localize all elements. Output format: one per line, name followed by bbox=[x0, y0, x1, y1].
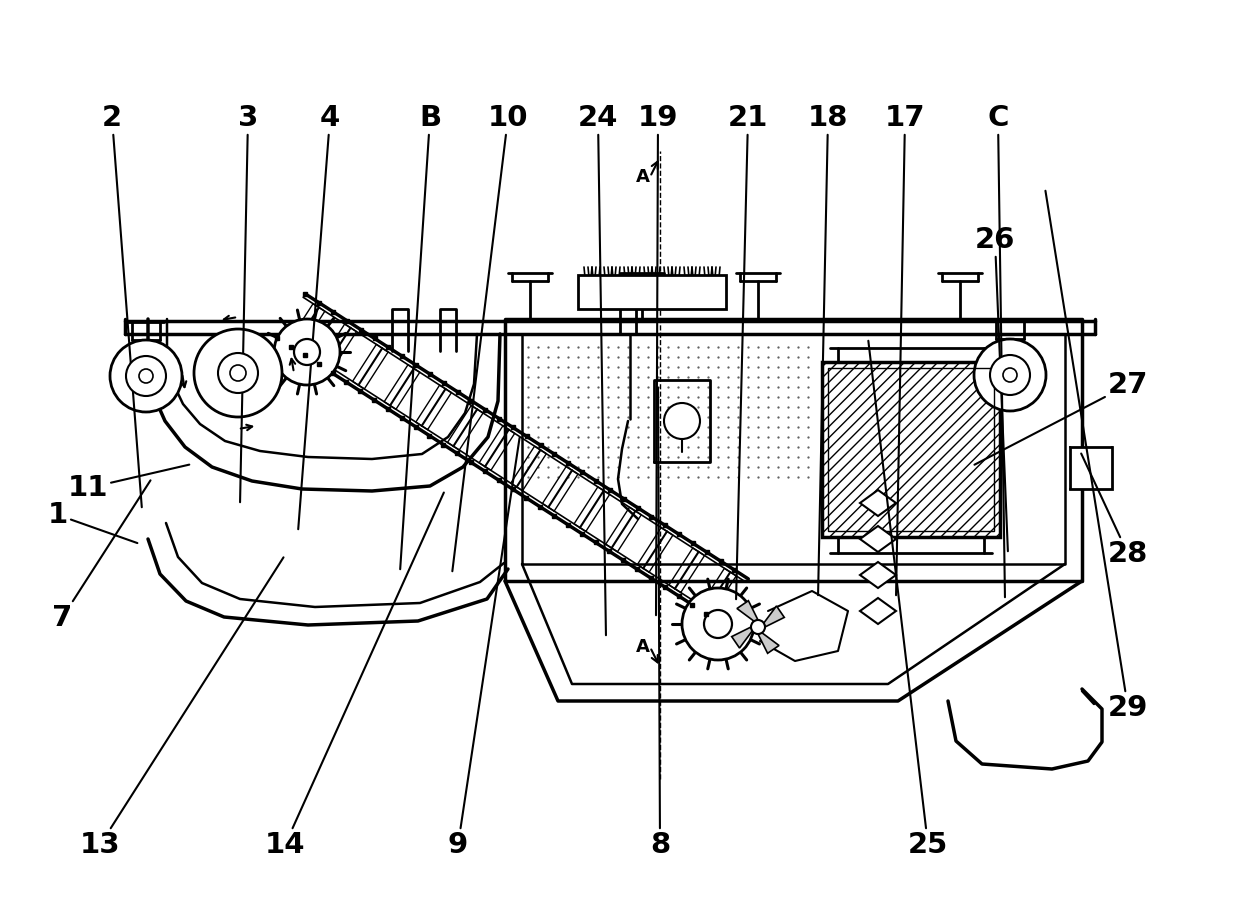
Circle shape bbox=[663, 403, 701, 439]
Circle shape bbox=[990, 355, 1030, 395]
Circle shape bbox=[751, 620, 765, 634]
Circle shape bbox=[973, 339, 1047, 411]
Circle shape bbox=[126, 356, 166, 396]
Polygon shape bbox=[861, 562, 897, 588]
Circle shape bbox=[704, 610, 732, 638]
Text: 26: 26 bbox=[975, 226, 1016, 551]
Bar bbox=[828, 368, 994, 531]
Text: 29: 29 bbox=[1045, 191, 1148, 722]
Text: 25: 25 bbox=[868, 341, 949, 859]
Polygon shape bbox=[861, 490, 897, 516]
Text: 11: 11 bbox=[68, 465, 190, 502]
Text: 4: 4 bbox=[298, 104, 340, 529]
Text: 10: 10 bbox=[453, 104, 528, 572]
Text: 28: 28 bbox=[1081, 453, 1148, 568]
Polygon shape bbox=[737, 601, 758, 621]
Polygon shape bbox=[861, 598, 897, 624]
Bar bbox=[1070, 447, 1112, 489]
Text: 21: 21 bbox=[728, 104, 769, 599]
Polygon shape bbox=[732, 627, 753, 648]
Text: A: A bbox=[636, 638, 650, 656]
Text: 7: 7 bbox=[52, 481, 150, 632]
Text: 27: 27 bbox=[975, 371, 1148, 465]
Bar bbox=[578, 275, 725, 309]
Circle shape bbox=[193, 329, 281, 417]
Circle shape bbox=[229, 365, 246, 381]
Text: 17: 17 bbox=[884, 104, 925, 596]
Text: 13: 13 bbox=[79, 557, 284, 859]
Text: B: B bbox=[401, 104, 441, 569]
Text: A: A bbox=[636, 168, 650, 186]
Circle shape bbox=[110, 340, 182, 412]
Text: 8: 8 bbox=[650, 388, 670, 859]
Text: 24: 24 bbox=[578, 104, 619, 635]
Circle shape bbox=[1003, 368, 1017, 382]
Text: 1: 1 bbox=[48, 501, 138, 543]
Circle shape bbox=[218, 353, 258, 393]
Text: 2: 2 bbox=[102, 104, 141, 507]
Text: 19: 19 bbox=[637, 104, 678, 615]
Text: 18: 18 bbox=[807, 104, 848, 596]
Bar bbox=[822, 362, 999, 537]
Text: C: C bbox=[987, 104, 1008, 597]
Text: 14: 14 bbox=[265, 493, 444, 859]
Polygon shape bbox=[764, 606, 785, 627]
Circle shape bbox=[294, 339, 320, 365]
Text: 9: 9 bbox=[448, 437, 520, 859]
Circle shape bbox=[682, 588, 754, 660]
Circle shape bbox=[274, 319, 340, 385]
Text: 3: 3 bbox=[238, 104, 258, 502]
Circle shape bbox=[139, 369, 153, 383]
Polygon shape bbox=[861, 526, 897, 552]
Polygon shape bbox=[758, 633, 779, 653]
